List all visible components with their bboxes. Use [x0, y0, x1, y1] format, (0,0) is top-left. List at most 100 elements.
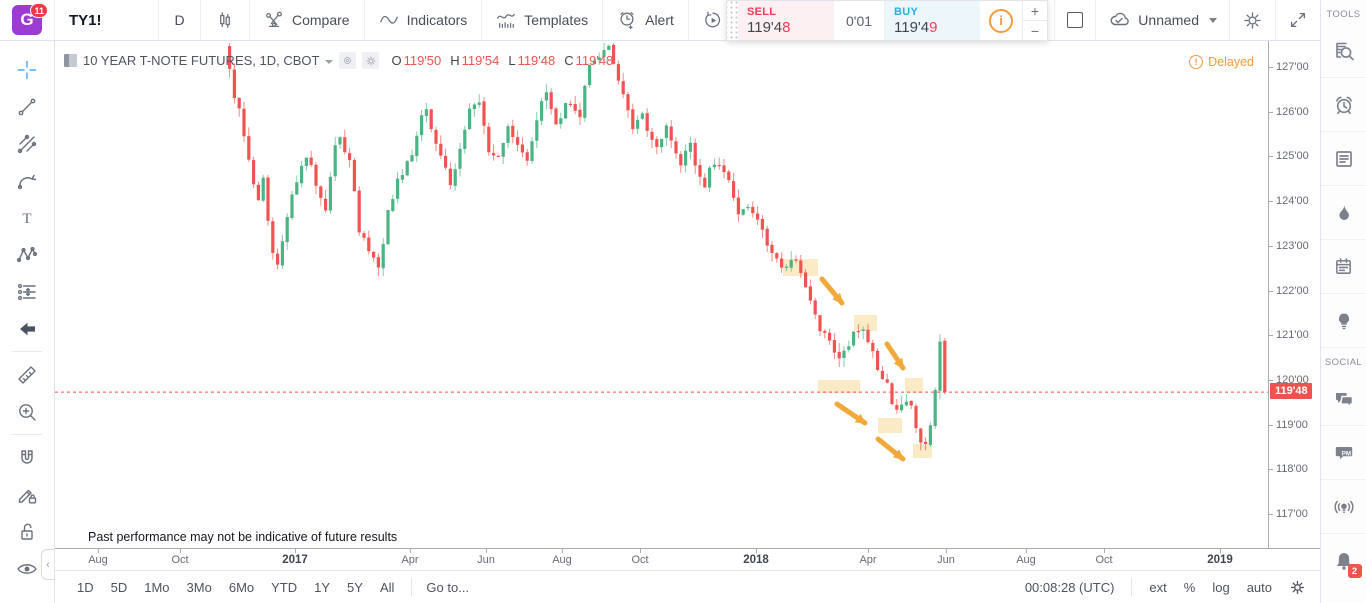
- buy-button[interactable]: BUY 119'49: [885, 1, 980, 40]
- zoom-in-tool[interactable]: [8, 393, 46, 430]
- candle-body: [712, 164, 716, 168]
- interval-button[interactable]: D: [159, 0, 201, 40]
- range-5y-button[interactable]: 5Y: [347, 579, 363, 595]
- templates-button[interactable]: Templates: [482, 0, 604, 40]
- trend-line-tool[interactable]: [8, 88, 46, 125]
- object-tree-collapse-tab[interactable]: ‹: [41, 549, 54, 580]
- sell-button[interactable]: SELL 119'48: [738, 1, 833, 40]
- screener-icon: [1335, 42, 1354, 60]
- screener-button[interactable]: [1320, 24, 1366, 78]
- measure-tool[interactable]: [8, 356, 46, 393]
- trade-panel-drag-handle[interactable]: [727, 1, 738, 40]
- mode-ext-button[interactable]: ext: [1149, 579, 1167, 595]
- chart-properties-button[interactable]: [1229, 0, 1275, 40]
- time-axis[interactable]: Aug Oct 2017 Apr Jun Aug Oct 2018 Apr Jun Aug Oct 20…: [55, 548, 1320, 570]
- compare-scales-icon: [266, 11, 282, 27]
- range-1mo-button[interactable]: 1Mo: [144, 579, 170, 595]
- calendar-button[interactable]: [1320, 240, 1366, 294]
- alerts-button[interactable]: [1320, 78, 1366, 132]
- price-axis-label: 117'00: [1269, 508, 1308, 520]
- quantity-increase-button[interactable]: +: [1023, 1, 1047, 21]
- range-6mo-button[interactable]: 6Mo: [228, 579, 255, 595]
- save-layout-button[interactable]: Unnamed: [1095, 0, 1229, 40]
- highlight-box-annotation[interactable]: [905, 378, 923, 393]
- range-ytd-button[interactable]: YTD: [271, 579, 298, 595]
- range-1d-button[interactable]: 1D: [77, 579, 94, 595]
- xabcd-pattern-icon: [16, 246, 38, 262]
- notifications-button[interactable]: 2: [1321, 534, 1366, 588]
- mode-auto-button[interactable]: auto: [1246, 579, 1272, 595]
- candle-body: [559, 118, 563, 125]
- candle-body: [381, 244, 385, 269]
- hide-drawings-button[interactable]: [8, 550, 46, 587]
- candle-body: [684, 150, 688, 166]
- fullscreen-button[interactable]: [1275, 0, 1320, 40]
- text-tool[interactable]: T: [8, 199, 46, 236]
- range-3mo-button[interactable]: 3Mo: [186, 579, 212, 595]
- legend-chevron-down-icon[interactable]: [325, 59, 334, 64]
- lock-drawings-button[interactable]: [8, 513, 46, 550]
- select-layout-button[interactable]: [1054, 0, 1095, 40]
- compare-button[interactable]: Compare: [250, 0, 365, 40]
- spread-value: 0'01: [833, 1, 885, 40]
- chart-plot-area[interactable]: 10 YEAR T-NOTE FUTURES, 1D, CBOT O 119'50…: [55, 41, 1268, 548]
- range-all-button[interactable]: All: [379, 579, 395, 595]
- maximize-chart-icon[interactable]: [64, 54, 77, 67]
- time-axis-label: 2017: [282, 554, 308, 566]
- arrow-annotation[interactable]: [875, 436, 906, 462]
- time-axis-settings-button[interactable]: [1289, 579, 1306, 596]
- time-axis-tick: [486, 549, 487, 553]
- legend-visibility-button[interactable]: [339, 52, 357, 69]
- range-5d-button[interactable]: 5D: [110, 579, 128, 595]
- chart-style-button[interactable]: [201, 0, 250, 40]
- quantity-decrease-button[interactable]: −: [1030, 22, 1040, 39]
- brush-curve-tool[interactable]: [8, 162, 46, 199]
- delayed-label: Delayed: [1208, 55, 1254, 69]
- goto-button[interactable]: Go to...: [426, 579, 470, 595]
- gann-fibonacci-tool[interactable]: [8, 125, 46, 162]
- arrow-marker-tool[interactable]: [8, 310, 46, 347]
- ideas-stream-button[interactable]: [1320, 480, 1366, 534]
- price-axis[interactable]: 119'48 127'00 126'00 125'00 124'00 123'00 122…: [1268, 41, 1320, 548]
- pattern-xabcd-tool[interactable]: [8, 236, 46, 273]
- forecast-tool[interactable]: [8, 273, 46, 310]
- candle-body: [333, 145, 337, 177]
- candle-body: [588, 65, 592, 86]
- candle-body: [477, 102, 481, 105]
- clock-utc[interactable]: 00:08:28 (UTC): [1024, 579, 1115, 595]
- private-messages-button[interactable]: PM: [1320, 426, 1366, 480]
- candle-body: [511, 125, 515, 138]
- arrow-annotation[interactable]: [819, 276, 845, 306]
- highlight-box-annotation[interactable]: [878, 418, 902, 433]
- candle-body: [804, 272, 808, 288]
- time-axis-label: Apr: [859, 554, 877, 566]
- highlight-box-annotation[interactable]: [818, 380, 860, 393]
- mode-log-button[interactable]: log: [1212, 579, 1230, 595]
- cursor-crosshair-tool[interactable]: [8, 51, 46, 88]
- symbol-input[interactable]: TY1!: [55, 0, 159, 40]
- alert-button[interactable]: Alert: [603, 0, 689, 40]
- arrow-annotation[interactable]: [884, 341, 906, 371]
- range-1y-button[interactable]: 1Y: [314, 579, 331, 595]
- candle-body: [924, 441, 928, 444]
- data-window-button[interactable]: [1320, 132, 1366, 186]
- mode-percent-button[interactable]: %: [1183, 579, 1196, 595]
- highlight-box-annotation[interactable]: [913, 444, 932, 458]
- delayed-badge[interactable]: ! Delayed: [1189, 55, 1254, 69]
- hotlists-button[interactable]: [1320, 186, 1366, 240]
- candle-body: [828, 332, 832, 341]
- magnet-mode-button[interactable]: [8, 439, 46, 476]
- ideas-button[interactable]: [1320, 294, 1366, 348]
- candle-body: [309, 157, 313, 165]
- drawing-mode-button[interactable]: [8, 476, 46, 513]
- drawing-toolbar: T: [0, 41, 55, 603]
- public-chats-button[interactable]: [1320, 372, 1366, 426]
- logo-button[interactable]: G 11: [0, 0, 55, 40]
- candle-body: [746, 206, 750, 209]
- indicators-button[interactable]: Indicators: [365, 0, 483, 40]
- arrow-annotation[interactable]: [834, 401, 868, 426]
- legend-settings-button[interactable]: [362, 52, 380, 69]
- legend-symbol-title[interactable]: 10 YEAR T-NOTE FUTURES, 1D, CBOT: [83, 53, 320, 68]
- trade-info-button[interactable]: i: [980, 1, 1022, 40]
- highlight-box-annotation[interactable]: [854, 315, 877, 331]
